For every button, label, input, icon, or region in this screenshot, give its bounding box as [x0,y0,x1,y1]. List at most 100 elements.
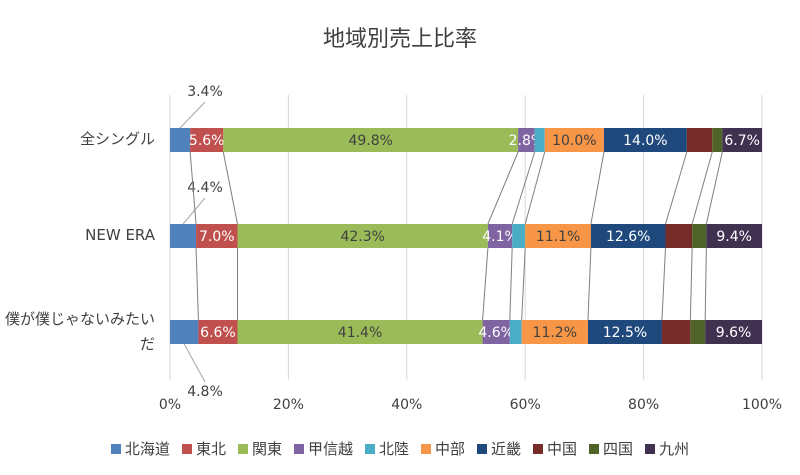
series-line [195,247,199,321]
legend-item: 関東 [237,438,282,459]
legend-item: 九州 [645,438,689,459]
bar-segment [512,224,526,248]
y-tick-label: 全シングル [79,130,155,149]
category-label: NEW ERA [85,226,155,245]
data-label: 4.6% [478,325,514,341]
series-line [705,151,723,225]
data-label: 11.2% [533,325,577,341]
bar-segment [722,128,762,152]
data-label: 3.4% [187,84,223,100]
series-line [509,247,513,321]
x-tick-label: 0% [159,397,181,413]
bar-segment [223,128,519,152]
legend-label: 九州 [659,440,690,458]
leader-line [183,343,206,383]
series-line [521,247,526,321]
data-label: 7.0% [199,229,235,245]
x-tick-label: 80% [628,397,659,413]
legend-item: 中部 [421,438,465,459]
bar-segment [190,128,224,152]
bar-segment [170,224,197,248]
data-label: 9.4% [716,229,752,245]
x-tick-label: 40% [391,397,422,413]
series-line [524,151,546,225]
bar-segment [509,320,522,344]
bar-segment [603,128,687,152]
series-line [487,151,519,225]
legend-label: 中国 [547,440,578,458]
bar-segment [487,224,513,248]
legend-item: 東北 [181,438,226,459]
bar-segment [170,128,191,152]
bar-segment [665,224,693,248]
data-label: 49.8% [348,133,392,149]
bar-segment [690,320,706,344]
series-line [661,247,667,321]
data-label: 5.6% [189,133,225,149]
leader-line [179,101,206,129]
x-tick-label: 20% [273,397,304,413]
series-line [691,151,713,225]
y-tick-label: 僕が僕じゃないみたいだ [5,309,155,354]
bar-segment [692,224,707,248]
legend-swatch [533,443,544,454]
data-label: 41.4% [338,325,382,341]
data-label: 4.8% [187,384,223,400]
legend-item: 近畿 [477,438,521,459]
legend-label: 甲信越 [307,440,353,458]
legend-label: 四国 [603,440,634,458]
legend-label: 近畿 [491,440,522,458]
leader-line [182,197,206,225]
category-label: 僕が僕じゃないみたいだ [5,309,155,354]
series-line [511,151,536,225]
legend-item: 甲信越 [293,438,353,459]
legend-item: 四国 [589,438,633,459]
bar-segment [544,128,604,152]
legend-item: 中国 [533,438,577,459]
data-label: 14.0% [623,133,667,149]
series-line [482,247,489,321]
legend: 北海道 東北 関東 甲信越 北陸 中部 近畿 中国 四国 九州 [0,438,800,459]
legend-swatch [421,443,431,454]
bar-segment [170,320,199,344]
data-label: 4.1% [482,229,518,245]
legend-item: 北海道 [110,438,170,459]
chart-title: 地域別売上比率 [323,27,477,52]
legend-label: 中部 [435,440,466,458]
bar-segment [661,320,691,344]
data-label: 11.1% [536,229,580,245]
data-label: 9.6% [716,325,752,341]
bar-segment [590,224,666,248]
legend-swatch [364,443,375,454]
series-line [704,247,707,321]
bar-segment [587,320,662,344]
bar-segment [237,320,483,344]
data-label: 10.0% [552,133,596,149]
legend-label: 東北 [195,440,226,458]
y-tick-label: NEW ERA [85,226,155,245]
bar-segment [706,224,762,248]
legend-item: 北陸 [364,438,409,459]
legend-label: 北陸 [378,440,409,458]
legend-swatch [181,443,192,454]
bar-segment [518,128,535,152]
bar-segment [196,224,238,248]
legend-label: 北海道 [124,440,170,458]
x-tick-label: 60% [510,397,541,413]
bar-segment [525,224,591,248]
series-line [587,247,592,321]
series-line [590,151,605,225]
series-line [689,247,693,321]
legend-swatch [645,443,656,454]
legend-swatch [293,443,304,454]
data-label: 4.4% [187,180,223,196]
bar-segment [237,224,488,248]
data-label: 6.7% [724,133,760,149]
category-label: 全シングル [79,130,155,149]
x-tick-label: 100% [742,397,782,413]
legend-swatch [237,443,248,454]
bar-segment [521,320,588,344]
bar-segment [712,128,723,152]
